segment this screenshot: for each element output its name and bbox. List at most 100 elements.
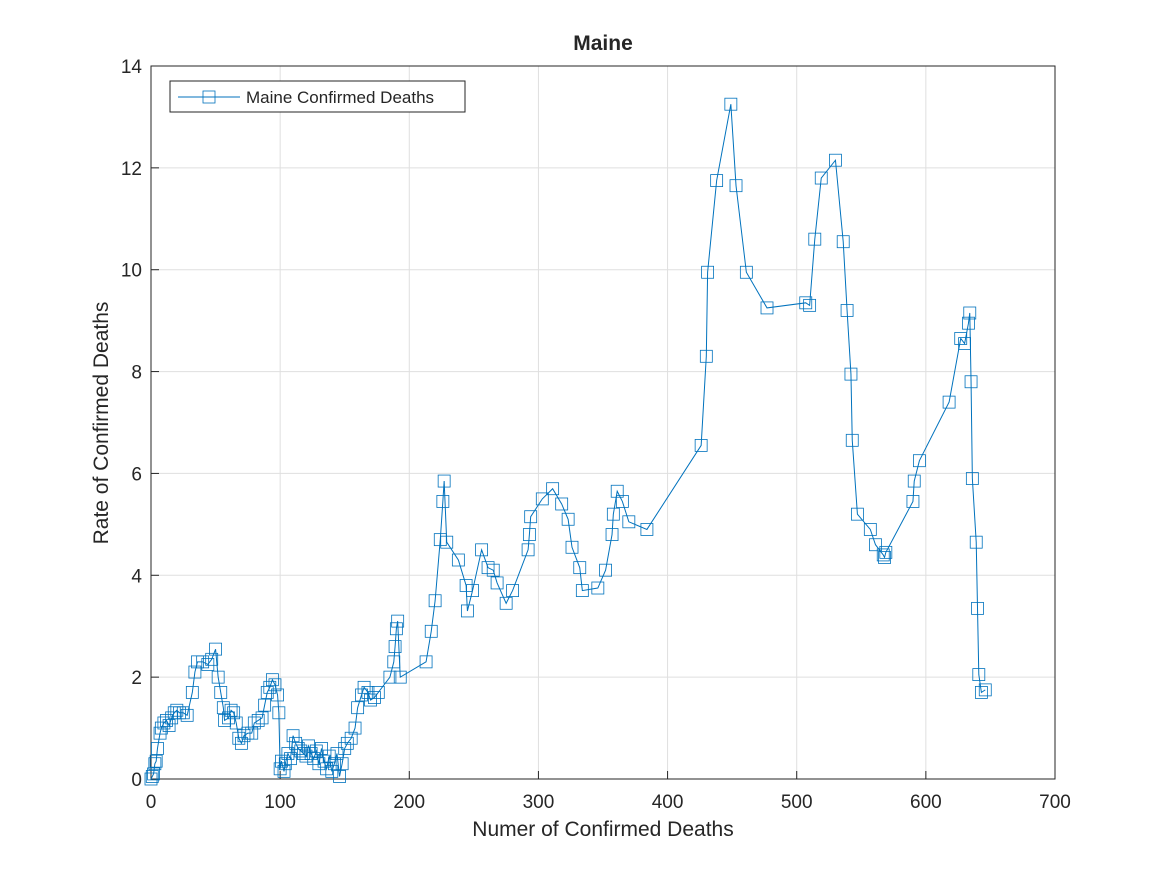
- x-tick-label: 300: [523, 792, 555, 813]
- data-marker: [840, 304, 854, 317]
- data-marker: [333, 770, 346, 783]
- data-marker: [147, 767, 160, 781]
- data-marker: [232, 731, 246, 745]
- data-marker: [605, 528, 619, 541]
- data-marker: [799, 296, 813, 310]
- legend-marker: [202, 90, 216, 104]
- data-marker: [971, 601, 984, 615]
- data-marker: [340, 736, 354, 750]
- data-marker: [338, 742, 352, 755]
- data-marker: [327, 757, 341, 771]
- data-marker: [907, 474, 921, 488]
- data-marker: [185, 686, 199, 699]
- data-marker: [829, 153, 842, 167]
- data-marker: [222, 711, 235, 725]
- data-marker: [320, 762, 334, 776]
- legend: Maine Confirmed Deaths: [169, 80, 466, 113]
- data-marker: [555, 497, 569, 511]
- data-marker: [393, 670, 407, 684]
- data-marker: [211, 670, 225, 684]
- data-marker: [268, 678, 282, 692]
- y-tick-label: 8: [131, 363, 142, 384]
- data-marker: [263, 680, 277, 694]
- data-marker: [942, 395, 956, 409]
- data-marker: [694, 439, 708, 452]
- data-marker: [610, 484, 624, 498]
- data-marker: [962, 316, 975, 330]
- data-marker: [224, 703, 238, 717]
- data-marker: [284, 752, 297, 766]
- data-marker: [291, 742, 305, 755]
- data-line: [150, 104, 986, 780]
- y-tick-label: 6: [131, 464, 142, 485]
- data-marker: [475, 543, 489, 557]
- data-marker: [814, 171, 828, 185]
- data-marker: [277, 764, 291, 778]
- data-marker: [317, 754, 331, 768]
- data-marker: [591, 581, 605, 595]
- data-marker: [876, 548, 890, 562]
- y-tick-label: 2: [131, 668, 142, 689]
- y-tick-label: 14: [121, 57, 143, 78]
- data-marker: [289, 736, 303, 750]
- data-marker: [364, 693, 377, 707]
- data-marker: [255, 711, 269, 725]
- data-marker: [978, 683, 992, 697]
- data-marker: [424, 624, 438, 638]
- data-marker: [440, 535, 454, 549]
- data-marker: [281, 747, 295, 760]
- y-axis-label: Rate of Confirmed Deaths: [90, 302, 113, 545]
- data-marker: [302, 739, 315, 753]
- data-marker: [599, 563, 612, 577]
- data-marker: [227, 706, 241, 720]
- data-marker: [160, 714, 173, 727]
- x-tick-label: 600: [910, 792, 942, 813]
- data-marker: [437, 474, 451, 488]
- data-marker: [351, 701, 365, 715]
- data-marker: [144, 772, 158, 786]
- data-marker: [615, 495, 629, 508]
- data-marker: [972, 668, 986, 681]
- data-marker: [237, 729, 251, 743]
- data-marker: [699, 349, 713, 363]
- data-marker: [490, 576, 504, 590]
- data-marker: [808, 232, 822, 246]
- data-marker: [307, 752, 321, 766]
- data-marker: [368, 691, 381, 704]
- data-marker: [524, 510, 538, 524]
- data-marker: [546, 482, 560, 496]
- data-marker: [958, 337, 971, 350]
- data-marker: [258, 698, 272, 712]
- x-tick-label: 400: [652, 792, 684, 813]
- data-marker: [640, 523, 654, 536]
- data-marker: [188, 665, 202, 679]
- data-marker: [622, 515, 636, 529]
- y-tick-label: 4: [131, 566, 142, 587]
- data-marker: [459, 579, 473, 592]
- data-marker: [606, 507, 620, 521]
- data-marker: [296, 747, 310, 760]
- data-marker: [344, 731, 358, 745]
- data-marker: [906, 495, 920, 508]
- x-tick-label: 500: [781, 792, 813, 813]
- data-marker: [278, 757, 292, 771]
- y-tick-label: 0: [131, 770, 142, 791]
- data-marker: [428, 594, 442, 608]
- data-marker: [245, 726, 259, 740]
- data-marker: [845, 433, 859, 447]
- data-marker: [506, 584, 520, 597]
- data-marker: [760, 301, 774, 315]
- data-marker: [963, 306, 977, 320]
- data-marker: [701, 265, 715, 279]
- data-marker: [878, 551, 891, 564]
- y-tick-label: 10: [121, 261, 142, 282]
- data-marker: [879, 545, 893, 559]
- data-marker: [521, 543, 535, 557]
- data-marker: [180, 708, 194, 722]
- data-marker: [522, 528, 536, 541]
- data-marker: [153, 726, 167, 740]
- data-marker: [451, 553, 465, 567]
- data-marker: [383, 670, 397, 684]
- data-marker: [466, 584, 479, 597]
- data-marker: [157, 716, 171, 730]
